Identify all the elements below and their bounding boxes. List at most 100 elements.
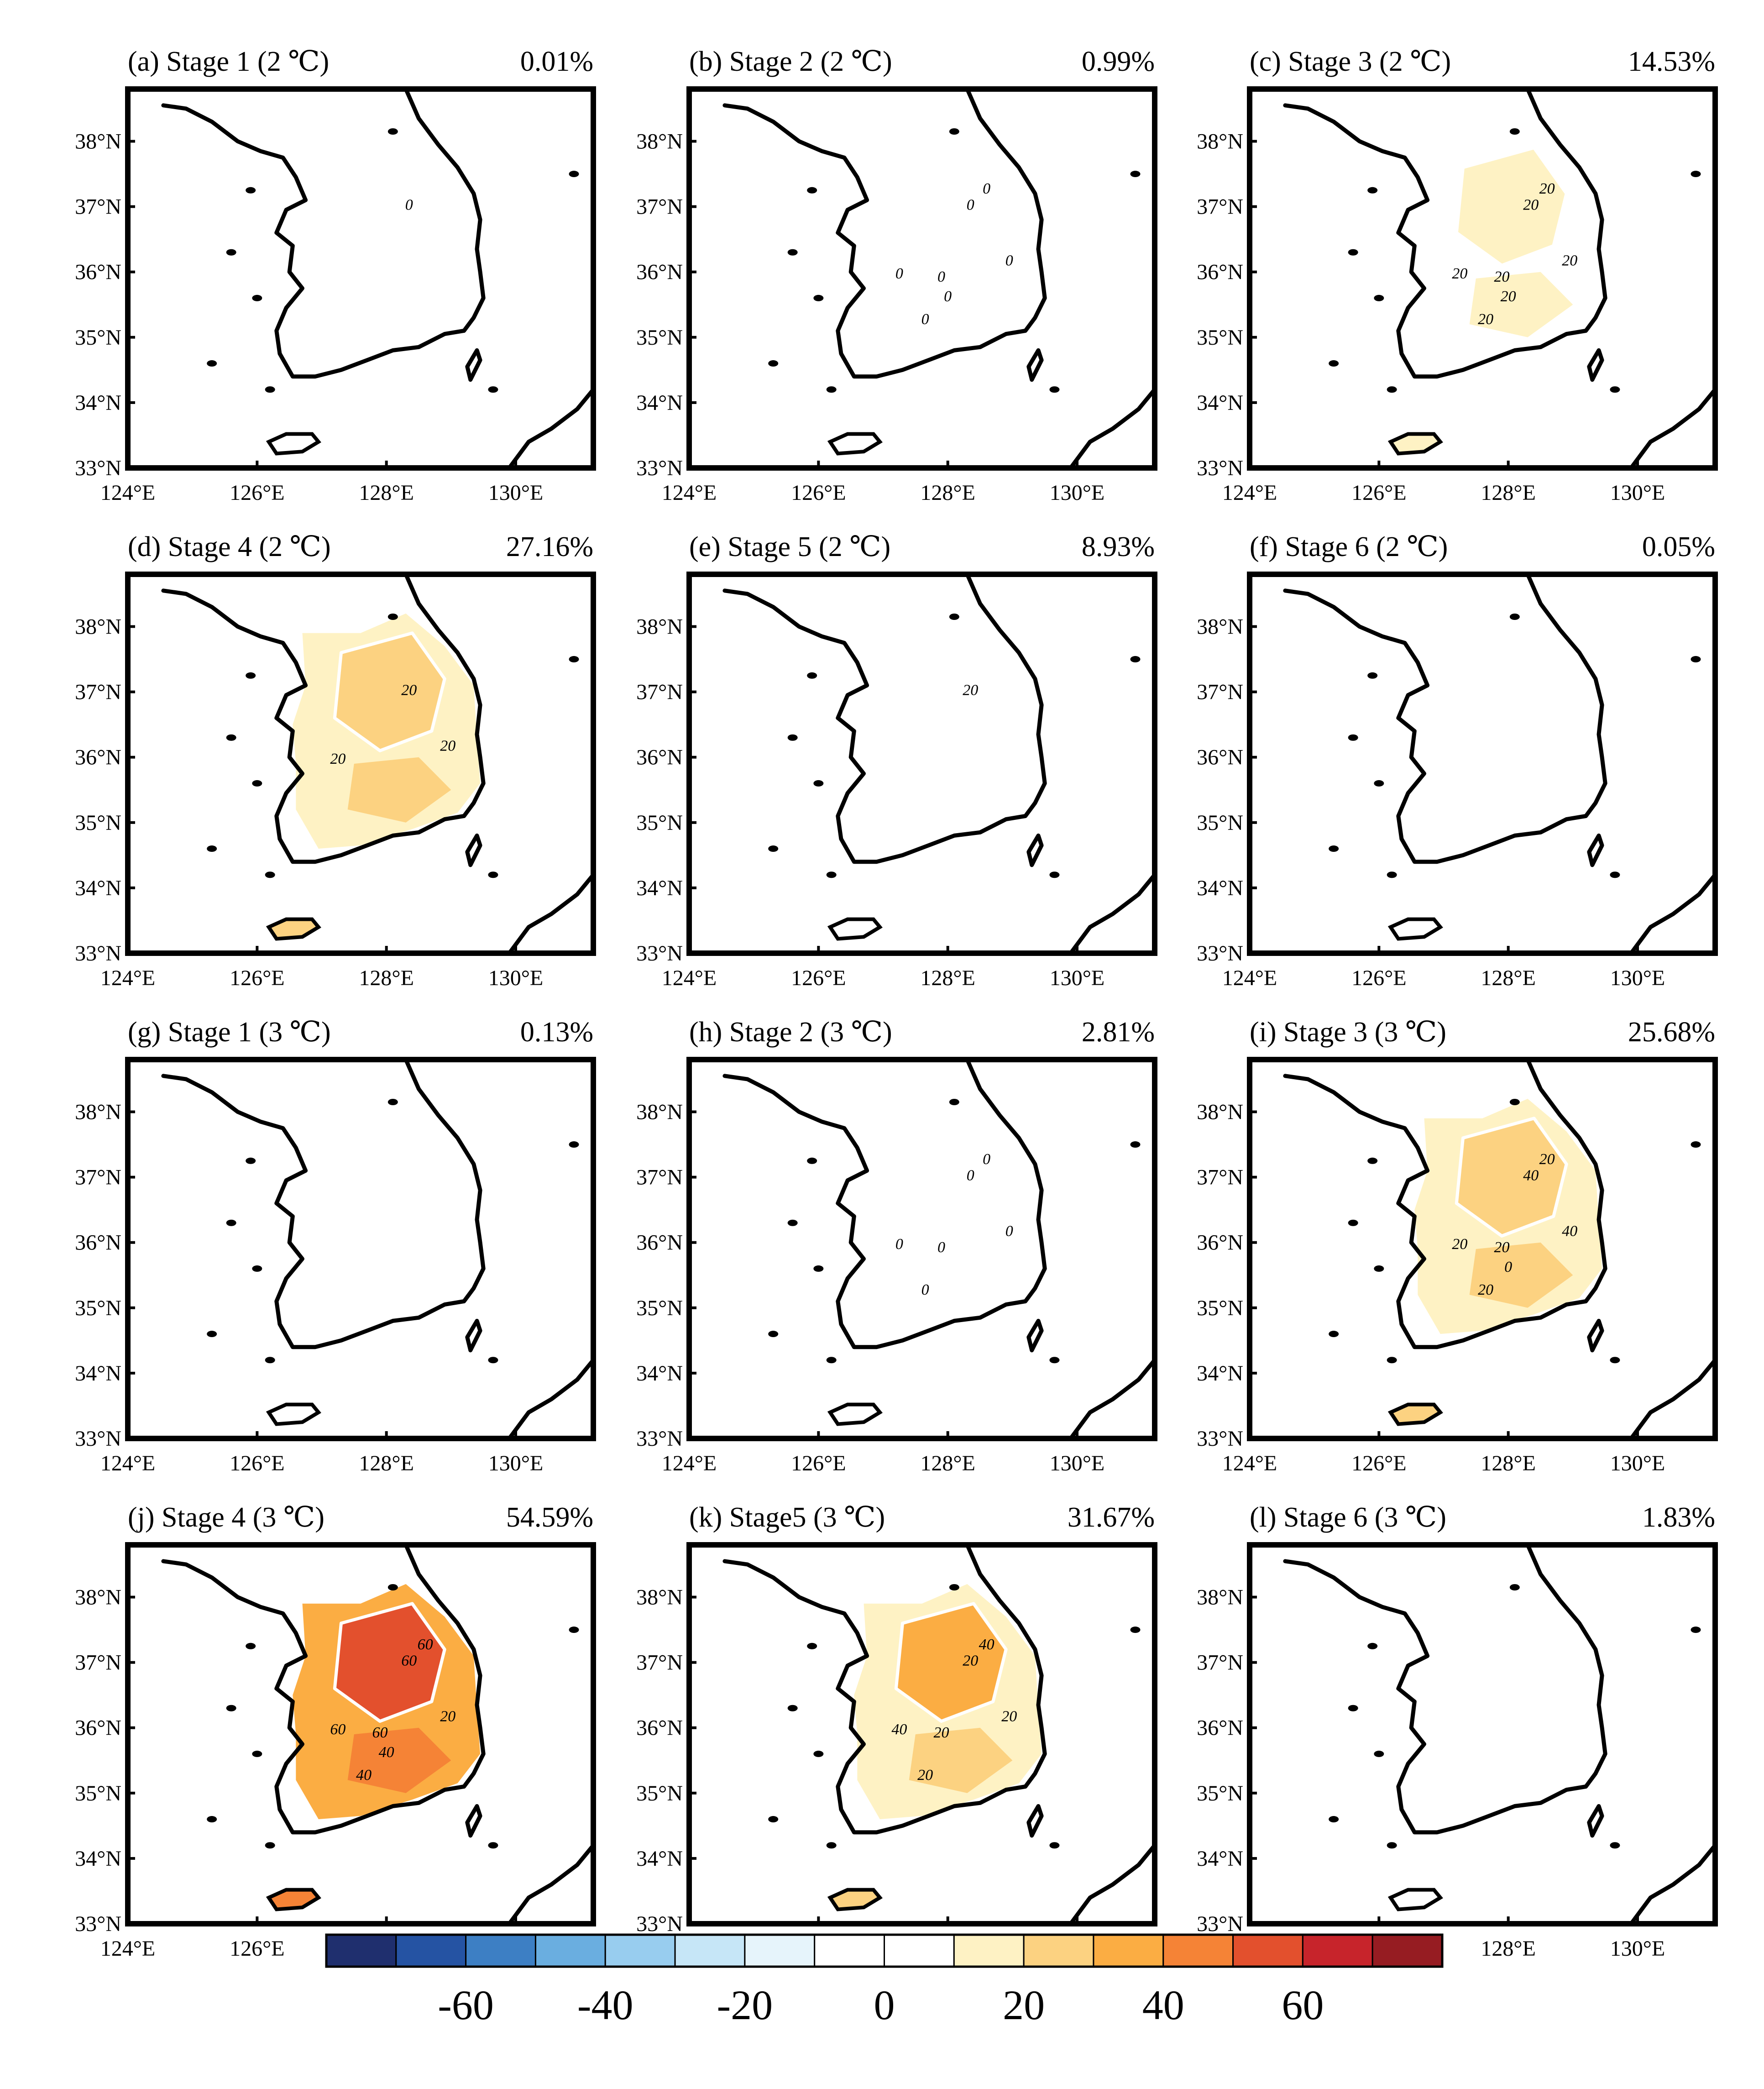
x-tick-label-a-1: 126°E <box>230 481 285 505</box>
map-frame-h <box>686 1057 1157 1441</box>
coastline-korea-j <box>161 1545 486 1835</box>
y-tick-label-b-3: 35°N <box>636 325 683 350</box>
y-tick-label-g-0: 38°N <box>75 1100 121 1124</box>
colorbar-swatch-7 <box>814 1934 885 1968</box>
x-tick-label-e-3: 130°E <box>1050 966 1105 990</box>
islet-b-1 <box>1130 171 1141 178</box>
map-body-l <box>1283 1545 1715 1924</box>
contour-label-j-2: 60 <box>330 1721 345 1738</box>
shade-core-south-d <box>347 757 451 823</box>
y-tick-label-a-2: 36°N <box>75 260 121 284</box>
y-tick-label-k-1: 37°N <box>636 1651 683 1675</box>
islet-l-1 <box>1691 1627 1701 1633</box>
islet-g-3 <box>207 1331 217 1338</box>
colorbar-label-0: -60 <box>438 1982 494 2028</box>
islet-k-1 <box>1130 1627 1141 1633</box>
y-tick-label-j-1: 37°N <box>75 1651 121 1675</box>
map-frame-g <box>125 1057 596 1441</box>
coastline-korea-i <box>1283 1060 1607 1349</box>
islet-f-7 <box>1367 672 1378 679</box>
x-tick-label-f-1: 126°E <box>1351 966 1407 990</box>
shade-core-south-k <box>909 1727 1013 1793</box>
islet-j-0 <box>387 1584 398 1591</box>
islet-j-1 <box>569 1627 579 1633</box>
map-frame-e <box>686 572 1157 956</box>
contour-label-k-0: 20 <box>963 1653 978 1669</box>
coastline-korea-e <box>722 574 1047 864</box>
y-tick-label-i-4: 34°N <box>1197 1361 1243 1386</box>
coastline-japan-g <box>507 1358 593 1438</box>
y-tick-label-l-4: 34°N <box>1197 1847 1243 1871</box>
islet-f-3 <box>1329 845 1339 852</box>
shade-core-north-d <box>335 633 445 751</box>
contour-label-b-4: 0 <box>921 311 929 328</box>
coastline-tsushima-f <box>1587 833 1604 867</box>
islet-a-1 <box>569 171 579 178</box>
islet-a-3 <box>207 360 217 367</box>
contour-label-c-1: 20 <box>1562 252 1577 269</box>
coastline-japan-c <box>1629 387 1715 468</box>
islet-f-6 <box>1387 871 1397 878</box>
colorbar-swatch-14 <box>1302 1934 1373 1968</box>
coastline-jeju-c <box>1387 432 1443 456</box>
y-tick-label-f-3: 35°N <box>1197 811 1243 835</box>
y-tick-label-a-5: 33°N <box>75 456 121 480</box>
islet-k-3 <box>768 1816 779 1823</box>
coastline-tsushima-j <box>465 1804 482 1838</box>
islet-c-0 <box>1509 128 1520 135</box>
contour-label-h-0: 0 <box>967 1167 974 1184</box>
x-tick-label-h-3: 130°E <box>1050 1451 1105 1475</box>
colorbar-label-1: -40 <box>577 1982 633 2028</box>
y-tick-label-h-4: 34°N <box>636 1361 683 1386</box>
x-tick-label-f-2: 128°E <box>1481 966 1536 990</box>
shade-core-north-c <box>1456 147 1567 266</box>
islet-c-2 <box>1610 386 1620 393</box>
panel-percent-i: 25.68% <box>1628 1017 1715 1048</box>
map-frame-l <box>1247 1542 1718 1926</box>
contour-label-i-6: 0 <box>1504 1259 1512 1275</box>
colorbar-swatch-11 <box>1093 1934 1164 1968</box>
x-tick-label-d-1: 126°E <box>230 966 285 990</box>
islet-h-4 <box>813 1265 824 1272</box>
colorbar: -60 -40 -20 0 20 40 60 <box>325 1933 1444 2028</box>
islet-l-0 <box>1509 1584 1520 1591</box>
islet-e-2 <box>1049 871 1060 878</box>
islet-c-7 <box>1367 187 1378 194</box>
contour-label-b-3: 0 <box>937 268 945 285</box>
contour-label-b-2: 0 <box>895 265 903 282</box>
map-frame-i <box>1247 1057 1718 1441</box>
coastline-tsushima-b <box>1026 348 1044 382</box>
islet-f-5 <box>1348 734 1358 741</box>
coastline-jeju-i <box>1387 1402 1443 1426</box>
colorbar-swatch-6 <box>744 1934 816 1968</box>
y-tick-label-a-1: 37°N <box>75 195 121 219</box>
y-tick-label-b-1: 37°N <box>636 195 683 219</box>
islet-i-3 <box>1329 1331 1339 1338</box>
x-tick-label-c-2: 128°E <box>1481 481 1536 505</box>
shade-core-south-i <box>1469 1242 1573 1308</box>
islet-d-2 <box>488 871 498 878</box>
islet-b-4 <box>813 294 824 301</box>
contour-label-j-6: 40 <box>379 1744 394 1761</box>
islet-j-6 <box>265 1842 275 1849</box>
islet-d-1 <box>569 656 579 663</box>
x-tick-label-l-2: 128°E <box>1481 1937 1536 1961</box>
panel-percent-k: 31.67% <box>1068 1502 1155 1533</box>
islet-l-5 <box>1348 1705 1358 1711</box>
islet-k-2 <box>1049 1842 1060 1849</box>
colorbar-swatch-4 <box>604 1934 676 1968</box>
islet-k-5 <box>787 1705 798 1711</box>
x-tick-label-e-1: 126°E <box>791 966 846 990</box>
x-tick-label-f-3: 130°E <box>1610 966 1665 990</box>
panel-percent-a: 0.01% <box>520 46 593 77</box>
islet-l-6 <box>1387 1842 1397 1849</box>
map-body-d: 20 20 20 <box>161 574 593 953</box>
islet-b-5 <box>787 249 798 256</box>
y-tick-label-i-3: 35°N <box>1197 1296 1243 1320</box>
